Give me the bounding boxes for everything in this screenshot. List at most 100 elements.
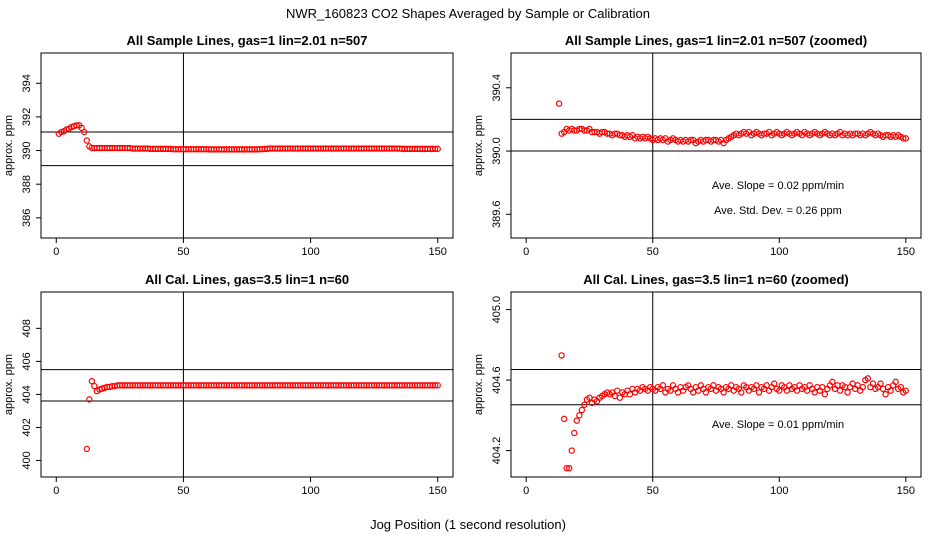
x-tick-label: 0 — [53, 485, 59, 497]
data-point — [879, 385, 887, 393]
data-point — [563, 464, 570, 472]
data-point — [900, 135, 907, 142]
y-tick-label: 404 — [21, 385, 33, 403]
y-tick-label: 392 — [21, 108, 33, 126]
data-point — [897, 383, 904, 391]
annotation-text: Ave. Std. Dev. = 0.26 ppm — [714, 205, 842, 217]
data-point — [91, 382, 98, 390]
x-tick-label: 100 — [301, 246, 319, 258]
y-tick-label: 389.6 — [491, 201, 503, 229]
data-point — [434, 382, 441, 389]
data-point — [844, 389, 851, 396]
data-point — [614, 387, 621, 394]
panel-title: All Cal. Lines, gas=3.5 lin=1 n=60 (zoom… — [583, 272, 849, 287]
data-point — [578, 406, 586, 414]
plot-frame — [510, 291, 922, 478]
annotation-text: Ave. Slope = 0.02 ppm/min — [712, 180, 844, 192]
x-tick-label: 50 — [647, 246, 659, 258]
y-tick-label: 386 — [21, 209, 33, 227]
y-tick-label: 390.0 — [491, 137, 503, 165]
chart-panel-3: All Cal. Lines, gas=3.5 lin=1 n=60 0 50 100… — [3, 272, 454, 497]
data-point — [776, 387, 783, 394]
data-point — [771, 380, 778, 387]
y-tick-label: 394 — [21, 74, 33, 92]
data-point — [576, 412, 583, 419]
y-tick-label: 404.2 — [491, 437, 503, 465]
plot-frame — [40, 291, 454, 478]
x-tick-label: 150 — [429, 485, 447, 497]
plot-frame — [40, 52, 454, 239]
x-tick-label: 0 — [523, 485, 529, 497]
data-point — [869, 380, 877, 387]
figure-title: NWR_160823 CO2 Shapes Averaged by Sample… — [286, 6, 650, 21]
data-point — [88, 377, 96, 385]
y-tick-label: 406 — [21, 352, 33, 370]
x-tick-label: 100 — [301, 485, 319, 497]
x-tick-label: 150 — [897, 246, 915, 258]
chart-panel-4: All Cal. Lines, gas=3.5 lin=1 n=60 (zoom… — [473, 272, 922, 497]
data-point — [616, 394, 624, 401]
y-tick-label: 402 — [21, 418, 33, 436]
data-point — [902, 387, 910, 394]
plot-frame — [510, 52, 922, 239]
data-point — [434, 145, 441, 153]
data-point — [558, 352, 565, 359]
data-point — [73, 122, 80, 129]
x-tick-label: 150 — [897, 485, 915, 497]
x-tick-label: 50 — [647, 485, 659, 497]
data-point — [560, 415, 568, 423]
data-point — [864, 375, 872, 382]
data-point — [81, 128, 88, 136]
y-axis-label: approx. ppm — [3, 354, 15, 415]
x-axis-label: Jog Position (1 second resolution) — [370, 517, 566, 532]
data-point — [887, 387, 894, 394]
annotation-text: Ave. Slope = 0.01 ppm/min — [712, 419, 844, 431]
x-tick-label: 0 — [53, 246, 59, 258]
data-point — [836, 387, 844, 394]
y-tick-label: 390 — [21, 141, 33, 159]
y-axis-label: approx. ppm — [473, 354, 485, 415]
data-point — [877, 380, 884, 387]
data-point — [83, 445, 90, 453]
data-point — [892, 378, 899, 386]
x-tick-label: 0 — [523, 246, 529, 258]
data-point — [581, 401, 588, 408]
data-point — [902, 135, 910, 142]
data-point — [821, 390, 829, 398]
data-point — [86, 396, 93, 403]
data-point — [882, 390, 889, 398]
y-tick-label: 405.0 — [491, 296, 503, 324]
data-point — [702, 389, 710, 396]
data-point — [738, 389, 745, 396]
y-tick-label: 404.6 — [491, 366, 503, 394]
y-tick-label: 408 — [21, 319, 33, 337]
data-point — [720, 389, 727, 396]
y-tick-label: 388 — [21, 175, 33, 193]
data-point — [571, 429, 578, 437]
data-point — [568, 447, 575, 454]
data-point — [659, 382, 667, 389]
data-point — [431, 145, 439, 153]
data-point — [83, 137, 90, 144]
x-tick-label: 50 — [177, 246, 189, 258]
data-point — [755, 389, 763, 396]
data-point — [687, 136, 694, 144]
chart-panel-2: All Sample Lines, gas=1 lin=2.01 n=507 (… — [473, 33, 922, 258]
data-point — [431, 382, 439, 389]
x-tick-label: 100 — [770, 246, 788, 258]
chart-panel-1: All Sample Lines, gas=1 lin=2.01 n=507 0 5… — [3, 33, 454, 258]
y-axis-label: approx. ppm — [473, 115, 485, 176]
data-point — [829, 378, 836, 386]
data-point — [859, 383, 866, 391]
x-tick-label: 150 — [429, 246, 447, 258]
y-tick-label: 400 — [21, 451, 33, 469]
data-point — [555, 100, 563, 107]
y-tick-label: 390.4 — [491, 74, 503, 102]
x-tick-label: 100 — [770, 485, 788, 497]
panel-title: All Sample Lines, gas=1 lin=2.01 n=507 — [127, 33, 368, 48]
data-point — [566, 464, 573, 472]
panel-title: All Sample Lines, gas=1 lin=2.01 n=507 (… — [565, 33, 867, 48]
x-tick-label: 50 — [177, 485, 189, 497]
y-axis-label: approx. ppm — [3, 115, 15, 176]
